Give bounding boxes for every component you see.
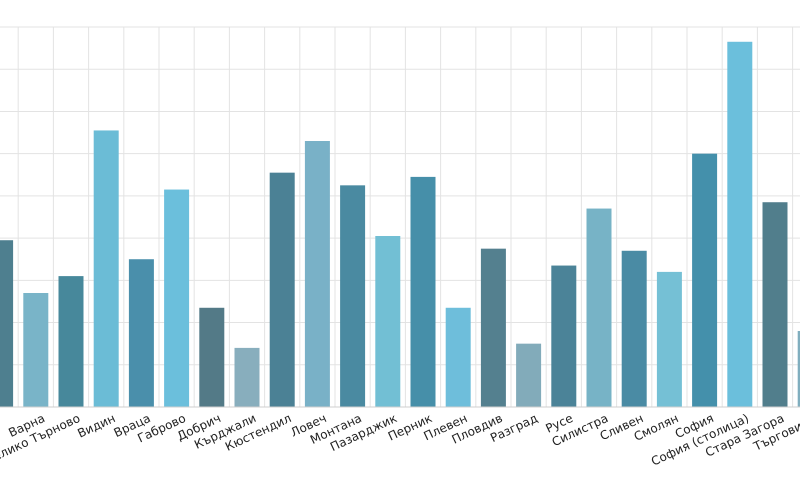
bar <box>762 202 788 407</box>
bar <box>692 153 718 407</box>
bar <box>410 176 436 407</box>
bar <box>304 141 330 407</box>
x-tick-label: Видин <box>75 411 117 441</box>
bar <box>234 347 260 407</box>
bar <box>480 248 506 407</box>
bar <box>551 265 577 407</box>
bar <box>164 189 190 407</box>
bar <box>516 343 542 407</box>
bar <box>586 208 612 407</box>
bar <box>93 130 119 407</box>
bar <box>269 172 295 407</box>
bar <box>375 236 401 407</box>
bar <box>58 276 84 407</box>
bar <box>445 307 471 407</box>
bar <box>199 307 225 407</box>
bar <box>340 185 366 407</box>
bar <box>656 271 682 407</box>
bar <box>23 293 49 407</box>
grid <box>0 26 800 408</box>
bar <box>128 259 154 407</box>
bar <box>0 240 14 407</box>
bar <box>621 250 647 407</box>
bar <box>727 41 753 408</box>
bar <box>797 331 800 407</box>
bars <box>0 41 800 408</box>
